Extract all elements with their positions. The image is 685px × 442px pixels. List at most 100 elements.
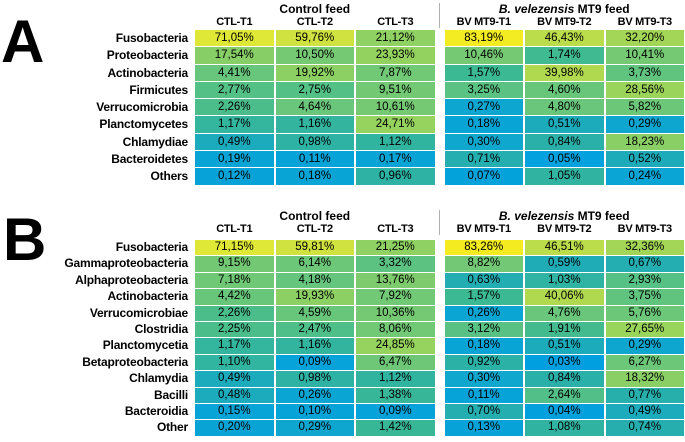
heatmap-cell: 32,20% xyxy=(605,30,684,47)
heatmap-cell: 0,74% xyxy=(605,420,684,436)
group-gap xyxy=(437,338,443,353)
heatmap-cell: 2,26% xyxy=(195,305,274,321)
heatmap-cell: 0,11% xyxy=(444,387,523,403)
heatmap-panel-a: Control feed B. velezensis MT9 feed CTL-… xyxy=(0,2,684,186)
column-header: CTL-T3 xyxy=(377,16,414,28)
heatmap-cell: 0,27% xyxy=(444,99,523,116)
heatmap-row: Alphaproteobacteria 7,18% 4,18% 13,76% 0,63%… xyxy=(0,272,684,289)
heatmap-cell: 0,49% xyxy=(195,371,274,387)
row-label-taxon: Fusobacteria xyxy=(115,240,188,254)
heatmap-cell: 0,48% xyxy=(195,387,274,403)
heatmap-cell: 71,05% xyxy=(195,30,274,47)
column-header: BV MT9-T1 xyxy=(456,223,511,235)
group-header-control: Control feed xyxy=(279,2,351,16)
heatmap-cell: 7,18% xyxy=(195,272,274,289)
heatmap-cell: 2,93% xyxy=(605,272,684,289)
heatmap-cell: 2,26% xyxy=(195,99,274,116)
heatmap-cell: 0,13% xyxy=(444,420,523,436)
heatmap-cell: 2,25% xyxy=(195,321,274,338)
group-gap xyxy=(437,322,443,337)
heatmap-body: Fusobacteria 71,15% 59,81% 21,25% 83,26% 46,5… xyxy=(0,240,684,436)
column-header: BV MT9-T3 xyxy=(617,16,672,28)
heatmap-cell: 1,38% xyxy=(356,387,435,403)
heatmap-cell: 59,76% xyxy=(275,30,354,47)
row-label-taxon: Chlamydia xyxy=(129,371,188,386)
heatmap-cell: 0,29% xyxy=(275,420,354,436)
heatmap-cell: 0,18% xyxy=(444,338,523,354)
column-header: CTL-T2 xyxy=(296,223,333,235)
heatmap-cell: 3,25% xyxy=(444,81,523,99)
heatmap-row: Fusobacteria 71,05% 59,76% 21,12% 83,19% 46,4… xyxy=(0,30,684,47)
group-gap xyxy=(437,134,443,150)
heatmap-row: Verrucomicrobia 2,26% 4,64% 10,61% 0,27% 4,80… xyxy=(0,99,684,116)
heatmap-cell: 0,15% xyxy=(195,403,274,420)
heatmap-cell: 71,15% xyxy=(195,240,274,256)
heatmap-row: Bacteroidetes 0,19% 0,11% 0,17% 0,71% 0,05% 0,… xyxy=(0,151,684,168)
heatmap-cell: 2,77% xyxy=(195,81,274,99)
heatmap-cell: 0,67% xyxy=(605,256,684,272)
heatmap-cell: 0,52% xyxy=(605,151,684,168)
heatmap-cell: 83,26% xyxy=(444,240,523,256)
group-separator-line xyxy=(437,15,443,29)
heatmap-cell: 0,03% xyxy=(525,354,604,371)
group-gap xyxy=(437,116,443,132)
heatmap-cell: 4,80% xyxy=(525,99,604,116)
row-label-taxon: Verrucomicrobiae xyxy=(89,305,188,320)
column-header: CTL-T1 xyxy=(216,16,253,28)
heatmap-cell: 6,14% xyxy=(275,256,354,272)
heatmap-row: Firmicutes 2,77% 2,75% 9,51% 3,25% 4,60% 28,56… xyxy=(0,81,684,99)
heatmap-cell: 13,76% xyxy=(356,272,435,289)
heatmap-cell: 1,42% xyxy=(356,420,435,436)
heatmap-cell: 24,85% xyxy=(356,338,435,354)
heatmap-cell: 4,76% xyxy=(525,305,604,321)
heatmap-row: Actinobacteria 4,42% 19,93% 7,92% 1,57% 40,06… xyxy=(0,289,684,305)
row-label-taxon: Fusobacteria xyxy=(115,31,188,45)
group-header-row: Control feed B. velezensis MT9 feed xyxy=(0,209,684,224)
heatmap-cell: 0,29% xyxy=(605,116,684,133)
heatmap-row: Verrucomicrobiae 2,26% 4,59% 10,36% 0,26% 4,7… xyxy=(0,305,684,321)
heatmap-cell: 0,59% xyxy=(525,256,604,272)
heatmap-cell: 9,15% xyxy=(195,256,274,272)
heatmap-cell: 0,84% xyxy=(525,133,604,151)
heatmap-cell: 4,18% xyxy=(275,272,354,289)
group-separator-line xyxy=(437,2,443,17)
group-gap xyxy=(437,371,443,386)
heatmap-row: Proteobacteria 17,54% 10,50% 23,93% 10,46% 1,… xyxy=(0,47,684,64)
heatmap-cell: 1,91% xyxy=(525,321,604,338)
heatmap-cell: 0,09% xyxy=(275,354,354,371)
heatmap-cell: 0,24% xyxy=(605,168,684,185)
heatmap-cell: 0,71% xyxy=(444,151,523,168)
heatmap-cell: 0,18% xyxy=(275,168,354,185)
group-gap xyxy=(437,355,443,370)
heatmap-cell: 1,74% xyxy=(525,47,604,64)
heatmap-cell: 10,50% xyxy=(275,47,354,64)
heatmap-cell: 10,61% xyxy=(356,99,435,116)
group-header-treatment: B. velezensis MT9 feed xyxy=(445,2,685,16)
heatmap-row: Clostridia 2,25% 2,47% 8,06% 3,12% 1,91% 27,65… xyxy=(0,321,684,338)
heatmap-row: Betaproteobacteria 1,10% 0,09% 6,47% 0,92% 0,… xyxy=(0,354,684,371)
group-header-control: Control feed xyxy=(279,209,351,223)
column-header: CTL-T1 xyxy=(216,223,253,235)
heatmap-cell: 28,56% xyxy=(605,81,684,99)
heatmap-cell: 1,05% xyxy=(525,168,604,185)
panel-b-label: B xyxy=(3,206,46,273)
heatmap-cell: 1,17% xyxy=(195,116,274,133)
heatmap-row: Bacteroidia 0,15% 0,10% 0,09% 0,70% 0,04% 0,49… xyxy=(0,403,684,420)
heatmap-cell: 3,12% xyxy=(444,321,523,338)
heatmap-cell: 0,30% xyxy=(444,133,523,151)
heatmap-cell: 0,30% xyxy=(444,371,523,387)
heatmap-cell: 0,26% xyxy=(275,387,354,403)
heatmap-cell: 3,73% xyxy=(605,64,684,81)
column-header: BV MT9-T3 xyxy=(617,223,672,235)
heatmap-cell: 39,98% xyxy=(525,64,604,81)
row-label-taxon: Bacteroidetes xyxy=(111,152,188,167)
heatmap-cell: 32,36% xyxy=(605,240,684,256)
column-header: BV MT9-T2 xyxy=(537,223,592,235)
column-header: BV MT9-T2 xyxy=(537,16,592,28)
group-gap xyxy=(437,30,443,46)
heatmap-cell: 8,82% xyxy=(444,256,523,272)
heatmap-body: Fusobacteria 71,05% 59,76% 21,12% 83,19% 46,4… xyxy=(0,30,684,185)
row-label-taxon: Firmicutes xyxy=(129,82,188,97)
heatmap-cell: 1,12% xyxy=(356,371,435,387)
treatment-species-italic: B. velezensis xyxy=(498,209,575,223)
